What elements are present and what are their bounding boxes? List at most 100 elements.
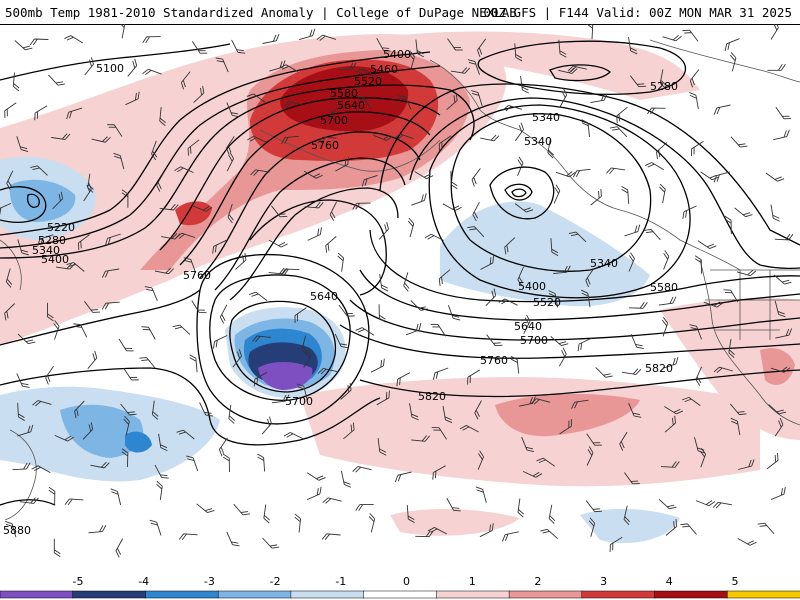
wind-barb: [123, 368, 139, 381]
contour-label: 5700: [520, 334, 548, 347]
wind-barb: [665, 519, 678, 536]
wind-barb: [352, 466, 372, 473]
wind-barb: [770, 366, 791, 373]
wind-barb: [12, 462, 31, 471]
wind-barb: [379, 274, 389, 292]
wind-barb: [335, 157, 349, 172]
wind-barb: [411, 435, 430, 442]
wind-barb: [624, 472, 640, 485]
height-contour-5340-east: [450, 113, 652, 272]
height-contour-5280-west: [0, 51, 431, 236]
anomaly-negative-extreme-region: [258, 362, 313, 390]
wind-barb: [643, 228, 661, 241]
contour-label: 5580: [330, 87, 358, 100]
wind-barb: [559, 88, 568, 108]
wind-barb: [480, 134, 500, 142]
wind-barb: [105, 233, 121, 246]
wind-barb: [656, 142, 668, 160]
wind-barb: [498, 298, 518, 306]
contour-label: 5820: [418, 390, 446, 403]
wind-barb: [189, 354, 198, 373]
wind-barb: [775, 328, 793, 339]
anomaly-positive-light-region: [380, 31, 700, 100]
wind-barb: [329, 201, 337, 221]
wind-barb: [438, 135, 452, 151]
us-west-coastline: [699, 259, 800, 426]
wind-barb: [121, 189, 129, 208]
colorbar-swatch: [581, 590, 656, 599]
wind-barb: [47, 302, 54, 322]
wind-barb: [773, 274, 792, 285]
anomaly-positive-medium-region: [760, 348, 795, 385]
wind-barb: [343, 422, 355, 440]
wind-barb: [31, 465, 51, 473]
wind-barb: [340, 470, 352, 488]
wind-barb: [17, 333, 36, 345]
contour-label: 5640: [310, 290, 338, 303]
wind-barb: [151, 400, 159, 420]
wind-barb: [728, 338, 735, 358]
wind-barb: [0, 202, 12, 217]
wind-barb: [467, 226, 485, 238]
contour-label: 5580: [650, 281, 678, 294]
wind-barb: [172, 324, 191, 335]
wind-barb: [405, 322, 422, 336]
wind-barb: [84, 301, 101, 313]
contour-label: 5460: [370, 63, 398, 76]
wind-barb: [394, 471, 412, 483]
colorbar-tick-labels: -5 -4 -3 -2 -1 0 1 2 3 4 5: [73, 575, 739, 588]
wind-barb: [294, 513, 302, 533]
wind-barb: [568, 231, 587, 243]
wind-barb: [658, 296, 677, 306]
wind-barb: [271, 205, 288, 218]
wind-barb: [303, 170, 323, 179]
wind-barb: [558, 39, 567, 58]
wind-barb: [228, 404, 235, 424]
wind-barb: [186, 455, 199, 472]
wind-barb: [261, 416, 272, 435]
height-contour-5760-low: [196, 253, 370, 425]
height-contour-5880: [0, 499, 56, 506]
wind-barb: [101, 301, 120, 310]
wind-barb: [139, 357, 156, 369]
wind-barb: [621, 185, 630, 204]
header-bar: 500mb Temp 1981-2010 Standardized Anomal…: [0, 0, 800, 25]
wind-barb: [12, 72, 20, 92]
wind-barb: [586, 24, 594, 40]
contour-label: 5340: [524, 135, 552, 148]
contour-label: 5700: [285, 395, 313, 408]
wind-barb: [222, 453, 230, 473]
wind-barb: [226, 136, 235, 155]
wind-barb: [45, 365, 54, 385]
model-valid-time: 00Z GFS | F144 Valid: 00Z MON MAR 31 202…: [483, 5, 792, 20]
wind-barb: [227, 203, 234, 224]
state-borders: [705, 269, 800, 340]
wind-barb: [730, 52, 737, 72]
colorbar-tick-label: -3: [204, 575, 215, 588]
wind-barb: [622, 368, 642, 375]
wind-barb: [724, 215, 732, 235]
wind-barb: [48, 74, 66, 86]
wind-barb: [144, 286, 158, 301]
wind-barb: [142, 68, 162, 75]
wind-barb: [713, 366, 734, 373]
anomaly-negative-light-region: [440, 201, 650, 307]
wind-barb: [180, 71, 191, 90]
colorbar-tick-label: 4: [666, 575, 673, 588]
wind-barb: [689, 324, 703, 340]
height-contour-layer: [0, 40, 800, 506]
wind-barb: [590, 189, 602, 206]
wind-barb: [48, 486, 56, 506]
wind-barb: [268, 239, 288, 248]
wind-barb: [659, 183, 666, 204]
wind-barb: [577, 337, 592, 352]
height-contour-5700-east: [349, 299, 800, 341]
wind-barb: [6, 170, 14, 190]
wind-barb: [442, 405, 453, 424]
wind-barb: [74, 400, 85, 419]
wind-barb: [514, 43, 523, 62]
height-contour-5760-west: [0, 289, 201, 346]
wind-barb: [212, 239, 227, 254]
wind-barb: [629, 75, 647, 88]
wind-barb: [394, 133, 414, 140]
